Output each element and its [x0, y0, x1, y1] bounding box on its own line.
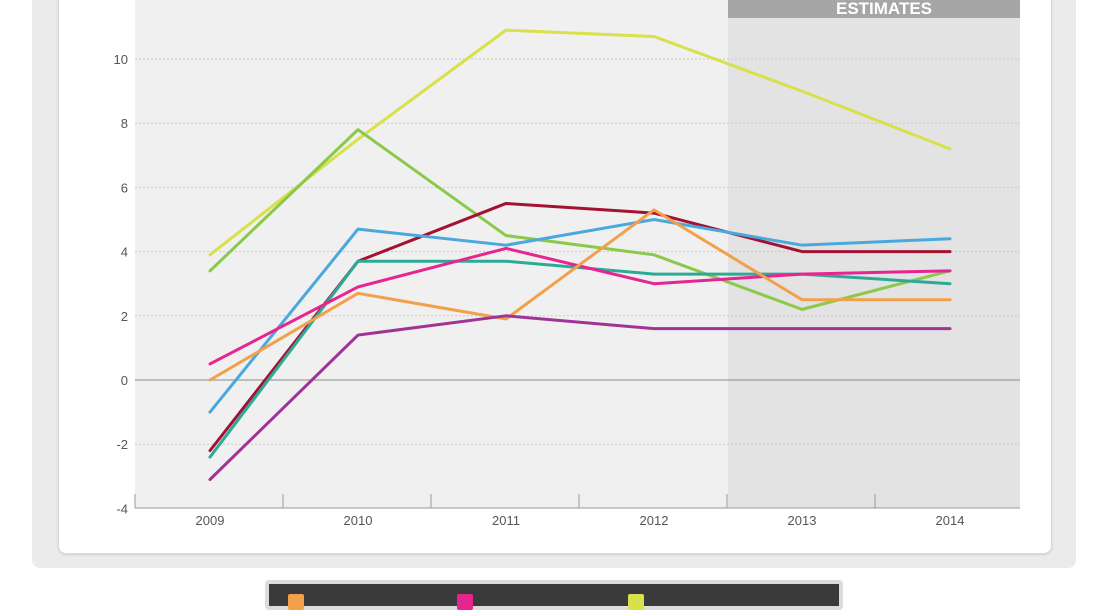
- series-line: [208, 128, 952, 311]
- x-tick-label: 2012: [640, 513, 669, 528]
- x-tick-label: 2013: [788, 513, 817, 528]
- y-tick-label: 4: [121, 245, 128, 260]
- y-tick-label: 2: [121, 309, 128, 324]
- series-line: [208, 208, 952, 382]
- x-tick-label: 2009: [196, 513, 225, 528]
- axes: -4 -2 0 2 4 6 8 10 2009 2010 2011 2012 2013 2014: [114, 52, 1020, 528]
- x-tick-label: 2011: [492, 513, 520, 528]
- legend-swatch: [288, 594, 304, 610]
- x-tick-label: 2010: [344, 513, 373, 528]
- estimates-label: ESTIMATES: [836, 0, 932, 18]
- y-tick-label: 6: [121, 180, 128, 195]
- y-tick-label: -4: [116, 501, 128, 516]
- estimates-shaded-region: [728, 0, 1020, 508]
- legend-bar: [265, 580, 843, 610]
- series-line: [208, 314, 952, 482]
- series-line: [208, 259, 952, 459]
- y-tick-label: -2: [116, 437, 128, 452]
- series-line: [208, 28, 952, 257]
- y-tick-label: 10: [114, 52, 128, 67]
- estimates-banner: [728, 0, 1020, 18]
- series-lines: [208, 28, 952, 482]
- series-line: [208, 218, 952, 414]
- y-tick-label: 8: [121, 116, 128, 131]
- legend-swatch: [457, 594, 473, 610]
- legend-swatch: [628, 594, 644, 610]
- x-tick-label: 2014: [936, 513, 965, 528]
- y-tick-label: 0: [121, 373, 128, 388]
